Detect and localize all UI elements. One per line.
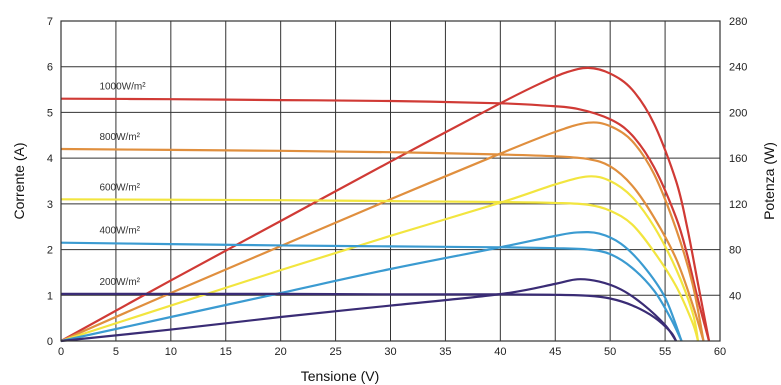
y2-tick-label: 80	[729, 245, 741, 257]
plot-frame	[60, 20, 721, 342]
power-curve	[60, 278, 677, 343]
y2-tick-label: 160	[729, 153, 747, 165]
power-curve	[60, 66, 711, 342]
current-curve	[60, 198, 700, 342]
irradiance-label: 800W/m²	[99, 132, 140, 143]
current-curve	[60, 241, 683, 342]
x-axis-title: Tensione (V)	[301, 368, 380, 384]
y-tick-label: 7	[47, 16, 53, 28]
curves	[60, 66, 711, 343]
x-tick-label: 45	[549, 346, 561, 358]
x-tick-label: 15	[220, 346, 232, 358]
x-tick-label: 0	[58, 346, 64, 358]
y-tick-label: 2	[47, 245, 53, 257]
irradiance-label: 600W/m²	[99, 182, 140, 193]
x-tick-label: 55	[659, 346, 671, 358]
y2-tick-label: 120	[729, 199, 747, 211]
x-tick-label: 40	[494, 346, 506, 358]
y2-tick-label: 200	[729, 107, 747, 119]
x-tick-label: 5	[113, 346, 119, 358]
irradiance-label: 1000W/m²	[99, 82, 146, 93]
y2-tick-label: 240	[729, 62, 747, 74]
y-tick-label: 5	[47, 107, 53, 119]
y2-tick-label: 280	[729, 16, 747, 28]
y-tick-label: 0	[47, 336, 53, 348]
y2-axis-title: Potenza (W)	[761, 142, 777, 220]
x-tick-label: 35	[439, 346, 451, 358]
power-curve	[60, 121, 705, 343]
irradiance-label: 400W/m²	[99, 226, 140, 237]
y-tick-label: 1	[47, 290, 53, 302]
current-curve	[60, 147, 705, 342]
tick-labels: 0 5 10 15 20 25 30 35 40 45 50 55 600123456740801201…	[47, 16, 747, 358]
current-curve	[61, 292, 678, 342]
x-tick-label: 10	[165, 346, 177, 358]
x-tick-label: 20	[275, 346, 287, 358]
x-tick-label: 60	[714, 346, 726, 358]
y-tick-label: 3	[47, 199, 53, 211]
y-tick-label: 6	[47, 62, 53, 74]
x-tick-label: 30	[384, 346, 396, 358]
y-tick-label: 4	[47, 153, 53, 165]
y2-tick-label: 40	[729, 290, 741, 302]
power-curve	[60, 231, 683, 343]
x-tick-label: 50	[604, 346, 616, 358]
irradiance-label: 200W/m²	[99, 277, 140, 288]
current-curve	[60, 97, 711, 342]
power-curve	[60, 175, 700, 343]
x-tick-label: 25	[329, 346, 341, 358]
y-axis-title: Corrente (A)	[11, 142, 27, 219]
series-labels: 1000W/m² 800W/m² 600W/m² 400W/m² 200W/m²	[99, 82, 146, 288]
